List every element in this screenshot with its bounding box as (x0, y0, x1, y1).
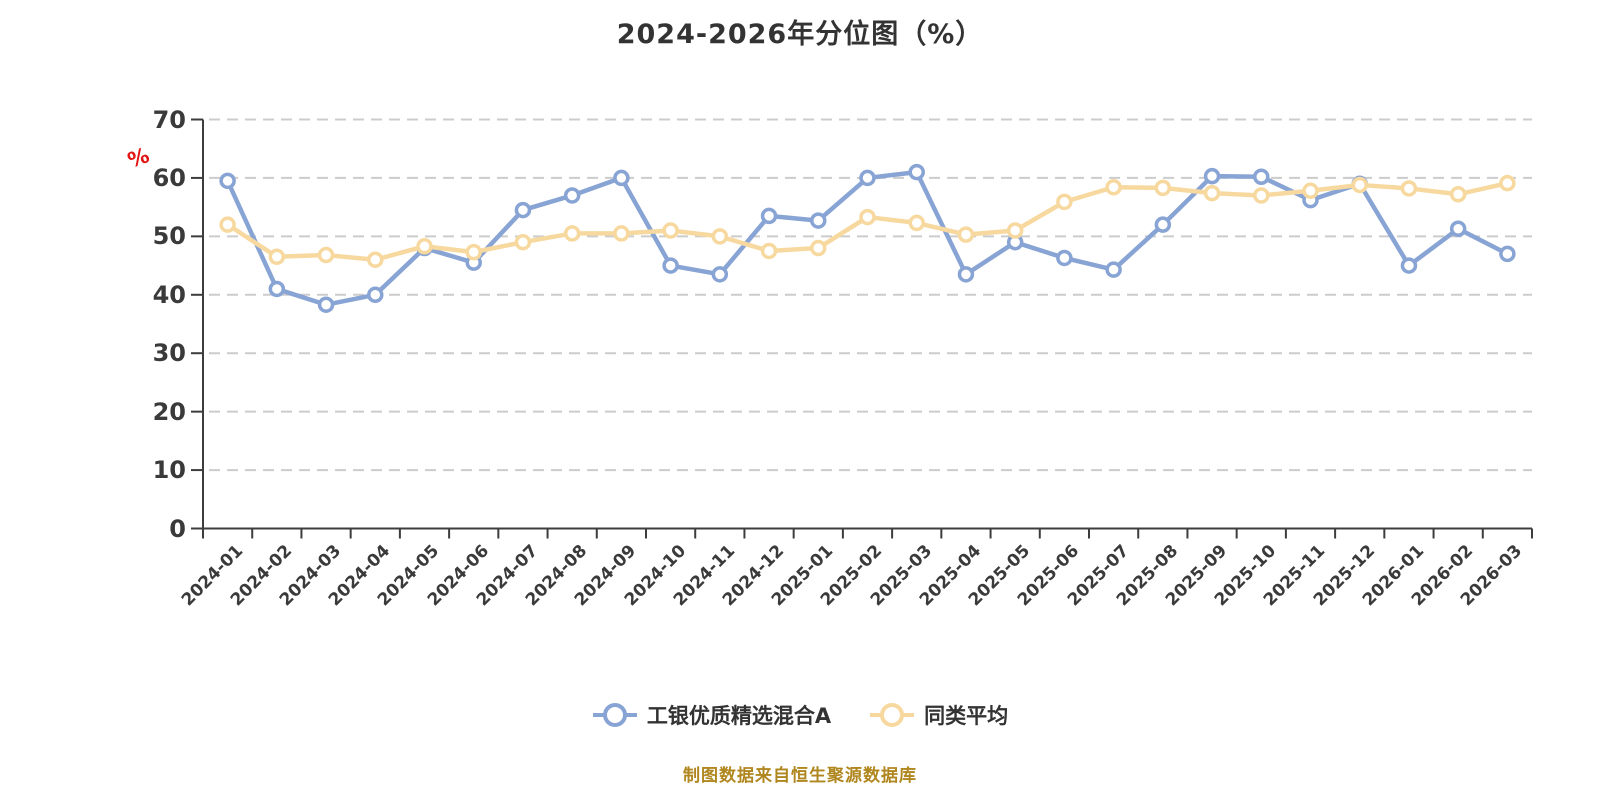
legend-item-category-average[interactable]: 同类平均 (869, 700, 1008, 730)
data-point-marker (1351, 176, 1368, 194)
data-point-marker (1449, 186, 1467, 203)
data-point-marker (563, 187, 581, 204)
data-point-marker (908, 163, 925, 181)
data-point-marker (1105, 261, 1122, 278)
y-axis-label: 40 (152, 280, 186, 309)
y-axis-label: 60 (152, 163, 186, 192)
data-point-marker (1499, 174, 1516, 192)
legend-label-category-average: 同类平均 (924, 704, 1009, 728)
data-point-marker (711, 228, 729, 245)
chart-title: 2024-2026年分位图（%） (616, 19, 984, 50)
legend-label-fund: 工银优质精选混合A (646, 704, 832, 728)
data-point-marker (317, 296, 335, 313)
data-point-marker (367, 286, 384, 304)
data-point-marker (1105, 179, 1122, 196)
data-point-marker (465, 243, 482, 261)
y-axis-label: 20 (152, 397, 186, 426)
legend-marker-category-average-icon (870, 703, 915, 727)
data-point-marker (1253, 168, 1270, 186)
data-point-marker (908, 214, 925, 232)
source-note: 制图数据来自恒生聚源数据库 (683, 766, 917, 786)
data-point-marker (416, 238, 433, 255)
data-point-marker (1154, 179, 1172, 197)
data-point-marker (1056, 193, 1073, 211)
legend-marker-fund-icon (592, 703, 637, 727)
data-point-marker (1302, 182, 1319, 200)
data-point-marker (810, 239, 827, 257)
y-axis-label: 70 (152, 105, 186, 134)
data-point-marker (859, 208, 876, 226)
data-point-marker (514, 233, 532, 251)
data-point-marker (760, 242, 778, 260)
y-axis-label: 50 (152, 222, 186, 251)
data-point-marker (514, 201, 532, 219)
data-point-marker (268, 280, 286, 298)
data-point-marker (1499, 245, 1516, 263)
data-point-marker (1400, 180, 1418, 197)
data-point-marker (1154, 216, 1172, 233)
legend-item-fund[interactable]: 工银优质精选混合A (592, 700, 831, 730)
data-point-marker (613, 169, 630, 187)
y-axis-label: 10 (152, 456, 186, 485)
y-axis-label: 0 (169, 514, 186, 543)
data-point-marker (1056, 249, 1073, 267)
data-point-marker (367, 251, 384, 268)
data-point-marker (219, 216, 236, 233)
y-axis-label: 30 (152, 339, 186, 368)
data-point-marker (662, 257, 679, 274)
data-point-marker (268, 248, 286, 266)
data-point-marker (760, 207, 778, 225)
data-point-marker (810, 212, 827, 229)
data-point-marker (317, 246, 335, 264)
data-point-marker (662, 222, 679, 239)
data-point-marker (1449, 220, 1467, 238)
data-point-marker (563, 225, 581, 242)
data-point-marker (957, 226, 975, 243)
data-point-marker (219, 172, 236, 190)
data-point-marker (1400, 257, 1418, 274)
data-point-marker (1203, 184, 1221, 202)
data-point-marker (957, 266, 975, 283)
legend: 工银优质精选混合A 同类平均 (0, 700, 1600, 730)
data-point-marker (859, 169, 876, 187)
data-point-marker (1203, 167, 1221, 185)
data-point-marker (1006, 222, 1024, 239)
data-point-marker (613, 225, 630, 242)
data-point-marker (711, 266, 729, 283)
data-point-marker (1253, 187, 1270, 204)
